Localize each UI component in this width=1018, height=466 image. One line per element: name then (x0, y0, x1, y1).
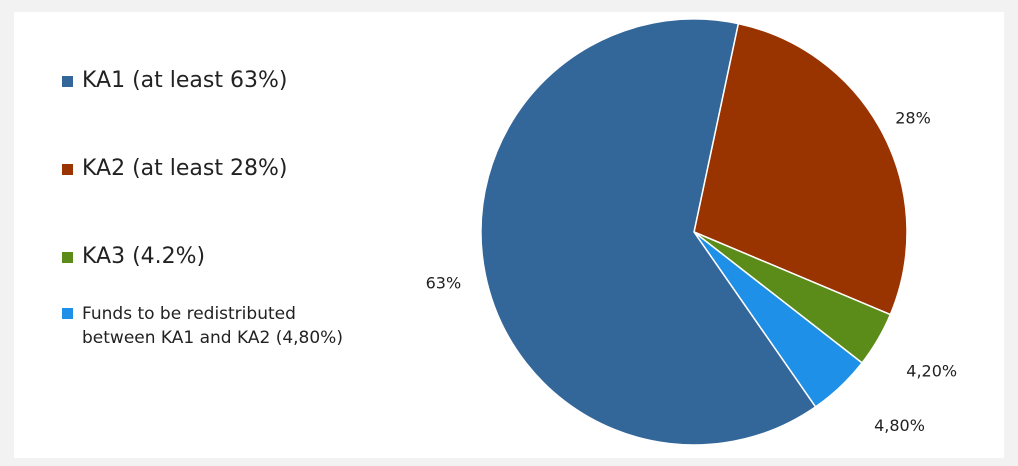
pie-slices (480, 18, 908, 446)
legend-item-ka2: KA2 (at least 28%) (62, 156, 287, 182)
legend-label-ka1: KA1 (at least 63%) (82, 68, 288, 93)
slice-label-redistributed-funds: 4,80% (874, 416, 925, 435)
legend-swatch-ka3 (62, 252, 73, 263)
legend-item-ka1: KA1 (at least 63%) (62, 68, 287, 94)
slice-label-ka1: 63% (426, 274, 462, 293)
slice-label-ka2: 28% (895, 109, 931, 128)
slice-label-ka3: 4,20% (906, 362, 957, 381)
legend-label-redistributed-funds: Funds to be redistributed between KA1 an… (82, 304, 343, 348)
pie-slice-ka1 (480, 18, 817, 446)
legend-label-ka2: KA2 (at least 28%) (82, 156, 288, 181)
legend-swatch-ka1 (62, 76, 73, 87)
legend-swatch-redistributed-funds (62, 308, 73, 319)
legend-item-redistributed-funds: Funds to be redistributed between KA1 an… (62, 302, 343, 350)
legend-label-ka3: KA3 (4.2%) (82, 244, 206, 269)
legend-swatch-ka2 (62, 164, 73, 175)
legend-item-ka3: KA3 (4.2%) (62, 244, 205, 270)
pie-slice-ka2 (693, 22, 908, 316)
pie-data-labels: 28% 4,20% 4,80% 63% (426, 109, 957, 435)
